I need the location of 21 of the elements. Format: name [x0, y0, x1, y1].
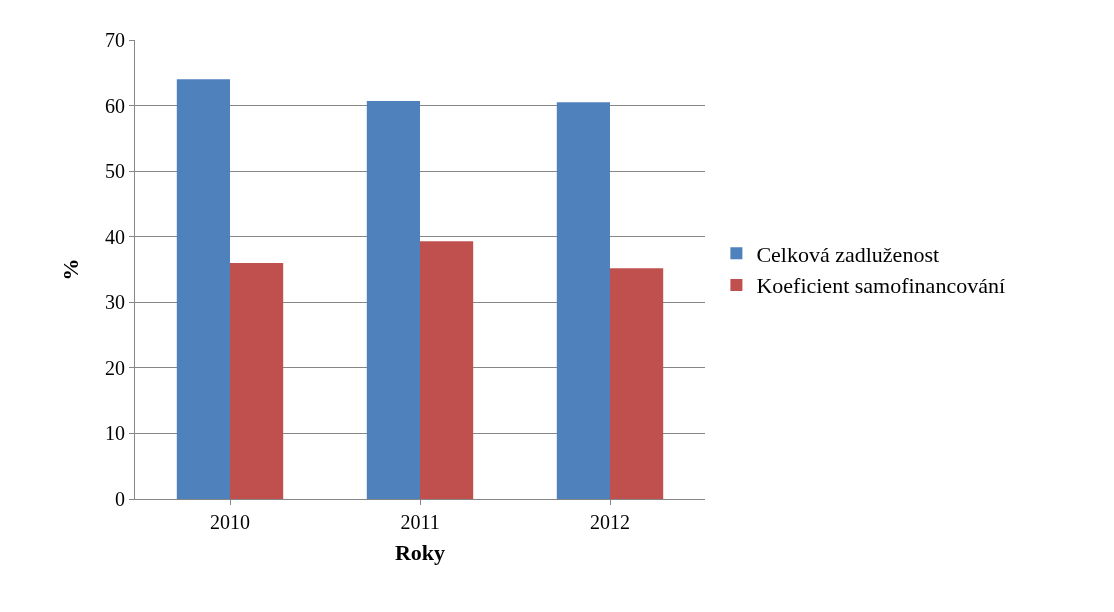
bar: [366, 100, 420, 499]
y-tick-label: 70: [105, 29, 125, 51]
bar: [420, 241, 474, 499]
x-tick-label: 2011: [400, 511, 440, 533]
y-tick-label: 30: [105, 291, 125, 314]
x-tick-label: 2012: [590, 511, 630, 533]
legend-label: Celková zadluženost: [756, 241, 940, 267]
y-tick-label: 20: [105, 356, 125, 379]
legend-label: Koeficient samofinancování: [756, 273, 1006, 299]
x-axis-title: Roky: [394, 539, 446, 565]
bar: [556, 102, 610, 499]
bar: [230, 262, 284, 499]
y-tick-label: 10: [105, 422, 125, 445]
y-axis-title: %: [57, 258, 83, 281]
y-tick-label: 60: [105, 94, 125, 117]
y-tick-label: 40: [105, 225, 125, 248]
y-tick-label: 0: [115, 488, 125, 510]
x-tick-label: 2010: [210, 511, 250, 533]
y-tick-label: 50: [105, 160, 125, 183]
bar: [610, 268, 664, 499]
bar: [176, 79, 230, 499]
